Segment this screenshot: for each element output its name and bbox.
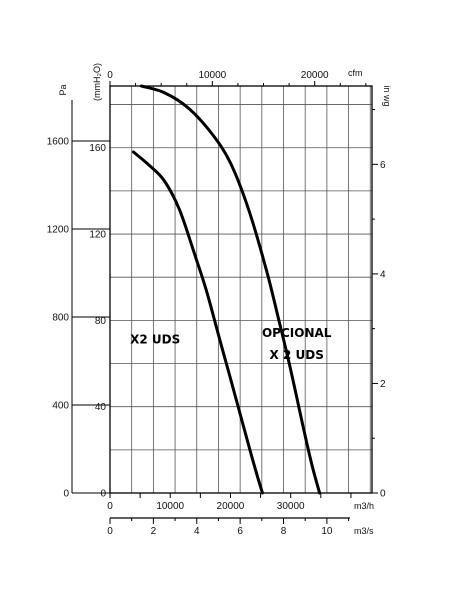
annotation-2: OPCIONAL bbox=[262, 326, 332, 340]
m3s-tick-label: 4 bbox=[194, 526, 200, 537]
annotation-3: X 2 UDS bbox=[270, 348, 324, 362]
pa-tick-label: 400 bbox=[52, 401, 69, 412]
pa-tick-label: 0 bbox=[63, 489, 69, 500]
m3h-axis-label: m3/h bbox=[354, 501, 374, 511]
cfm-axis-label: cfm bbox=[348, 68, 363, 78]
m3s-tick-label: 10 bbox=[321, 526, 333, 537]
inwg-tick-label: 4 bbox=[380, 269, 386, 280]
inwg-tick-label: 0 bbox=[380, 489, 386, 500]
pa-axis-label: Pa bbox=[58, 84, 68, 95]
plot-frame bbox=[109, 85, 373, 494]
cfm-tick-label: 0 bbox=[107, 70, 113, 81]
axes: 040080012001600Pa04080120160(mmH₂O)0246i… bbox=[47, 63, 392, 537]
mmh2o-tick-label: 120 bbox=[89, 230, 106, 241]
mmh2o-axis-label: (mmH₂O) bbox=[92, 63, 102, 101]
pa-tick-label: 1200 bbox=[47, 225, 70, 236]
grid-lines bbox=[110, 86, 372, 493]
m3h-tick-label: 20000 bbox=[217, 501, 245, 512]
mmh2o-tick-label: 160 bbox=[89, 143, 106, 154]
m3h-tick-label: 0 bbox=[107, 501, 113, 512]
m3s-axis-label: m3/s bbox=[354, 526, 374, 536]
inwg-tick-label: 6 bbox=[380, 160, 386, 171]
annotation-1: X2 UDS bbox=[130, 332, 180, 346]
curve-series-1 bbox=[132, 150, 264, 495]
m3s-tick-label: 0 bbox=[107, 526, 113, 537]
inwg-tick-label: 2 bbox=[380, 379, 386, 390]
m3s-tick-label: 8 bbox=[281, 526, 287, 537]
mmh2o-tick-label: 40 bbox=[95, 402, 107, 413]
m3h-tick-label: 10000 bbox=[156, 501, 184, 512]
mmh2o-tick-label: 80 bbox=[95, 316, 107, 327]
cfm-tick-label: 10000 bbox=[198, 70, 226, 81]
cfm-tick-label: 20000 bbox=[301, 70, 329, 81]
inwg-axis-label: in wg bbox=[382, 85, 392, 106]
pa-tick-label: 1600 bbox=[47, 137, 70, 148]
mmh2o-tick-label: 0 bbox=[100, 489, 106, 500]
curve-series-2 bbox=[139, 84, 322, 495]
m3s-tick-label: 6 bbox=[237, 526, 243, 537]
annotations: X2 UDS OPCIONAL X 2 UDS bbox=[130, 326, 332, 362]
curves bbox=[132, 84, 322, 495]
pa-tick-label: 800 bbox=[52, 313, 69, 324]
m3s-tick-label: 2 bbox=[151, 526, 157, 537]
m3h-tick-label: 30000 bbox=[277, 501, 305, 512]
